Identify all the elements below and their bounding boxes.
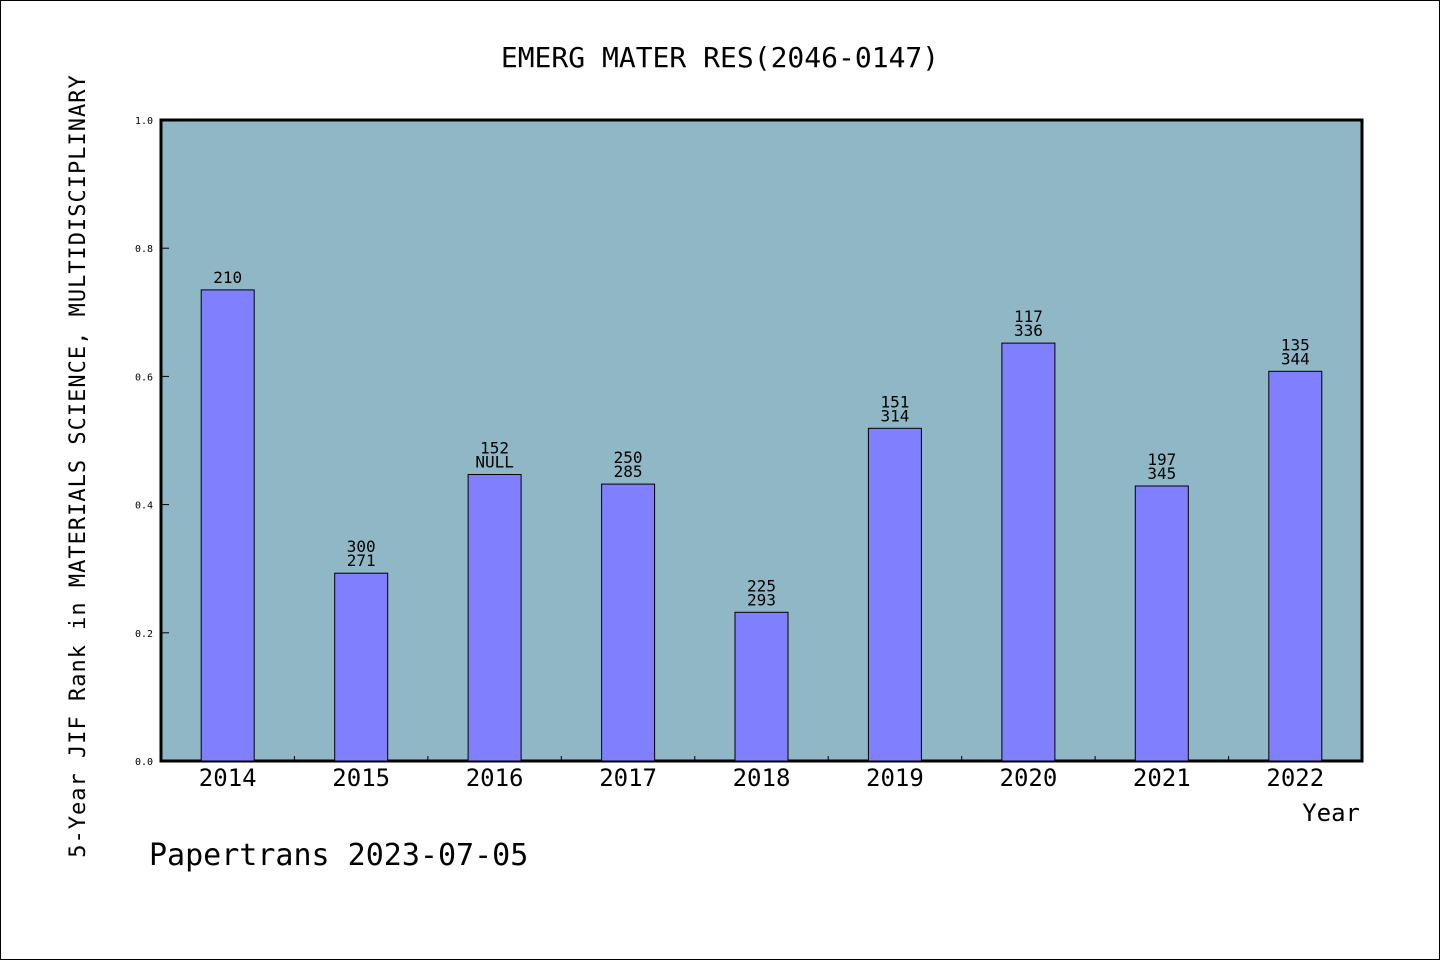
x-tick-label-2014: 2014 bbox=[199, 764, 257, 792]
bar-label-2022-2: 344 bbox=[1281, 349, 1310, 368]
bar-2020 bbox=[1001, 342, 1056, 762]
x-tick-label-2018: 2018 bbox=[733, 764, 791, 792]
bar-2017 bbox=[601, 483, 656, 762]
x-tick-label-2015: 2015 bbox=[332, 764, 390, 792]
x-axis-label: Year bbox=[1302, 799, 1360, 827]
bar-label-2020-2: 336 bbox=[1014, 321, 1043, 340]
bar-label-2018-1: 225 bbox=[747, 576, 776, 595]
y-axis-label: 5-Year JIF Rank in MATERIALS SCIENCE, MU… bbox=[66, 74, 91, 857]
x-axis: 2014 2015 2016 2017 2018 2019 2020 2021 2022 bbox=[199, 756, 1324, 792]
x-tick-label-2016: 2016 bbox=[466, 764, 524, 792]
bar-2022 bbox=[1268, 370, 1323, 762]
bar-label-2022-1: 135 bbox=[1281, 335, 1310, 354]
bar-label-2021-1: 197 bbox=[1147, 450, 1176, 469]
bar-2016 bbox=[467, 474, 522, 762]
bar-label-2015-1: 300 bbox=[347, 537, 376, 556]
bar-label-2019-1: 151 bbox=[880, 392, 909, 411]
y-tick-label-0.0: 0.0 bbox=[135, 757, 153, 768]
bar-label-2016-1: 152 bbox=[480, 439, 509, 458]
x-tick-label-2021: 2021 bbox=[1133, 764, 1191, 792]
bar-label-2021-2: 345 bbox=[1147, 464, 1176, 483]
y-axis: 0.0 0.2 0.4 0.6 0.8 1.0 bbox=[135, 116, 169, 768]
bar-label-2020-1: 117 bbox=[1014, 307, 1043, 326]
x-tick-label-2022: 2022 bbox=[1266, 764, 1324, 792]
y-tick-label-0.8: 0.8 bbox=[135, 244, 153, 255]
bar-2015 bbox=[334, 572, 389, 762]
y-tick-label-0.4: 0.4 bbox=[135, 501, 153, 512]
bar-2018 bbox=[734, 611, 789, 762]
footer-credit: Papertrans 2023-07-05 bbox=[149, 838, 528, 873]
bar-label-2018-2: 293 bbox=[747, 590, 776, 609]
x-tick-label-2017: 2017 bbox=[599, 764, 657, 792]
bar-2021 bbox=[1134, 485, 1189, 762]
bar-label-2015-2: 271 bbox=[347, 551, 376, 570]
bar-label-2017-1: 250 bbox=[614, 448, 643, 467]
chart-title: EMERG MATER RES(2046-0147) bbox=[501, 41, 939, 74]
bar-label-2014-1: 210 bbox=[213, 268, 242, 287]
bar-label-2019-2: 314 bbox=[880, 406, 909, 425]
x-tick-label-2019: 2019 bbox=[866, 764, 924, 792]
y-tick-label-1.0: 1.0 bbox=[135, 116, 153, 127]
bars-group bbox=[200, 289, 1323, 762]
bar-label-2016-2: NULL bbox=[475, 453, 514, 472]
x-tick-label-2020: 2020 bbox=[1000, 764, 1058, 792]
bar-label-2017-2: 285 bbox=[614, 462, 643, 481]
bar-2019 bbox=[867, 427, 922, 762]
y-tick-label-0.6: 0.6 bbox=[135, 372, 153, 383]
bar-2014 bbox=[200, 289, 255, 762]
y-tick-label-0.2: 0.2 bbox=[135, 629, 153, 640]
